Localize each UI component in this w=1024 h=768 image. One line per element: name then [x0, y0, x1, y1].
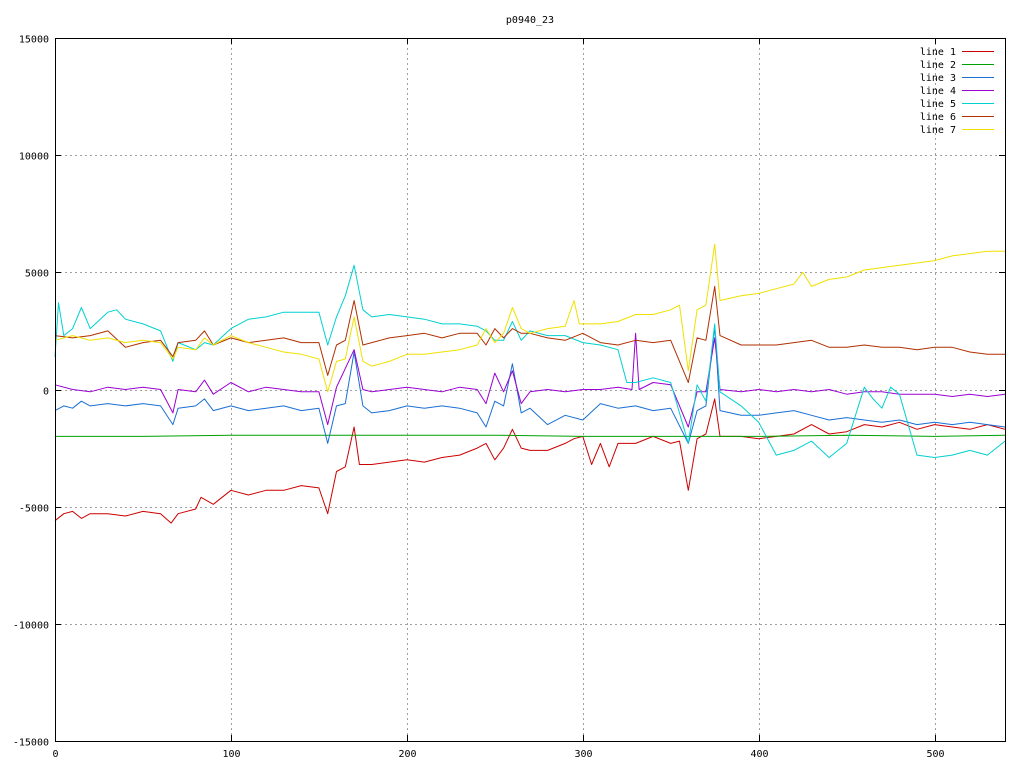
y-tick-label: 5000 [25, 269, 49, 280]
y-tick-label: -5000 [19, 504, 49, 515]
x-tick-label: 300 [574, 749, 592, 760]
series-line-6 [54, 285, 1005, 383]
y-tick-label: 15000 [19, 35, 49, 46]
legend-label: line 1 [920, 47, 956, 58]
series-line-4 [54, 332, 1006, 428]
y-tick-label: -15000 [13, 738, 49, 749]
series-line-2 [55, 434, 1006, 437]
y-tick-label: 0 [43, 387, 49, 398]
legend-label: line 4 [920, 86, 956, 97]
y-tick-label: -10000 [13, 621, 49, 632]
x-tick-label: 400 [750, 749, 768, 760]
legend-label: line 5 [920, 99, 956, 110]
chart-title: p0940_23 [506, 15, 554, 26]
legend-label: line 6 [920, 112, 956, 123]
x-tick-label: 200 [398, 749, 416, 760]
x-tick-label: 0 [52, 749, 58, 760]
series-line-3 [54, 325, 1006, 444]
axis-ticks: 0 100 200 300 400 500 -15000 -10000 -5000 0 5000 10… [13, 35, 1005, 760]
x-tick-label: 500 [926, 749, 944, 760]
x-tick-label: 100 [222, 749, 240, 760]
series-line-1 [54, 398, 1006, 524]
series-lines [54, 243, 1006, 524]
series-line-7 [54, 243, 1005, 393]
y-tick-label: 10000 [19, 152, 49, 163]
legend-label: line 7 [920, 125, 956, 136]
legend-label: line 2 [920, 60, 956, 71]
legend: line 1 line 2 line 3 line 4 line 5 line 6 line… [920, 47, 994, 136]
legend-label: line 3 [920, 73, 956, 84]
